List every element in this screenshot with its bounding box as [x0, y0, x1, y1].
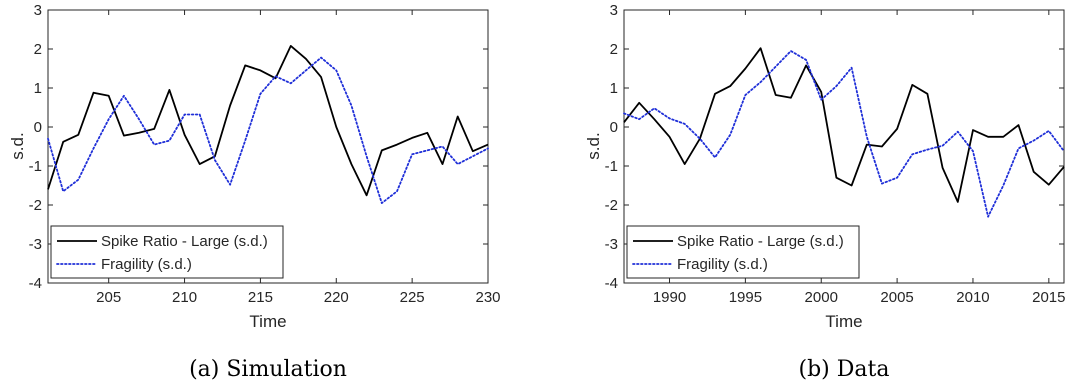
legend-b: Spike Ratio - Large (s.d.) Fragility (s.d… [626, 225, 860, 279]
xtick-label: 2015 [1032, 289, 1065, 306]
axes-frame-a [47, 9, 489, 284]
series-line-fragility [47, 56, 489, 205]
xtick-label: 1990 [653, 289, 686, 306]
ytick-label: 1 [34, 80, 42, 97]
ytick-label: 2 [34, 41, 42, 58]
ytick-label: -4 [605, 275, 618, 292]
xtick-label: 225 [400, 289, 425, 306]
legend-label: Fragility (s.d.) [101, 256, 192, 273]
xtick-label: 205 [96, 289, 121, 306]
series-b [623, 47, 1065, 218]
legend-label: Spike Ratio - Large (s.d.) [101, 233, 268, 250]
ylabel-b: s.d. [584, 132, 603, 159]
panel-a: -4 -3 -2 -1 0 1 2 3 205 210 215 220 225 230 Spike Rat… [8, 2, 501, 382]
ytick-label: 3 [34, 2, 42, 19]
ytick-label: -1 [29, 158, 42, 175]
axes-a: -4 -3 -2 -1 0 1 2 3 205 210 215 220 225 230 [29, 2, 501, 306]
ytick-label: 1 [610, 80, 618, 97]
xtick-label: 2000 [805, 289, 838, 306]
ytick-label: 3 [610, 2, 618, 19]
xtick-label: 2010 [956, 289, 989, 306]
xlabel-a: Time [249, 312, 286, 331]
legend-label: Spike Ratio - Large (s.d.) [677, 233, 844, 250]
ytick-label: 2 [610, 41, 618, 58]
xtick-label: 215 [248, 289, 273, 306]
axes-b: -4 -3 -2 -1 0 1 2 3 1990 1995 2000 2005 2010 2015 [605, 2, 1066, 306]
series-line-spike-ratio [623, 47, 1065, 203]
xtick-label: 210 [172, 289, 197, 306]
series-a [47, 45, 489, 205]
ytick-label: -3 [605, 236, 618, 253]
ytick-label: 0 [610, 119, 618, 136]
ytick-label: -4 [29, 275, 42, 292]
series-line-spike-ratio [47, 45, 489, 197]
ytick-label: 0 [34, 119, 42, 136]
xtick-label: 1995 [729, 289, 762, 306]
xlabel-b: Time [825, 312, 862, 331]
legend-a: Spike Ratio - Large (s.d.) Fragility (s.d… [50, 225, 284, 279]
ytick-label: -2 [29, 197, 42, 214]
caption-a: (a) Simulation [189, 357, 347, 382]
series-line-fragility [623, 50, 1065, 218]
ytick-label: -2 [605, 197, 618, 214]
ylabel-a: s.d. [8, 132, 27, 159]
axes-frame-b [623, 9, 1065, 284]
ytick-label: -1 [605, 158, 618, 175]
xtick-label: 220 [324, 289, 349, 306]
xtick-label: 2005 [880, 289, 913, 306]
caption-b: (b) Data [799, 357, 890, 382]
panel-b: -4 -3 -2 -1 0 1 2 3 1990 1995 2000 2005 2010 2015 Spi… [584, 2, 1066, 382]
ytick-label: -3 [29, 236, 42, 253]
legend-label: Fragility (s.d.) [677, 256, 768, 273]
xtick-label: 230 [475, 289, 500, 306]
legend-box [626, 225, 860, 279]
legend-box [50, 225, 284, 279]
